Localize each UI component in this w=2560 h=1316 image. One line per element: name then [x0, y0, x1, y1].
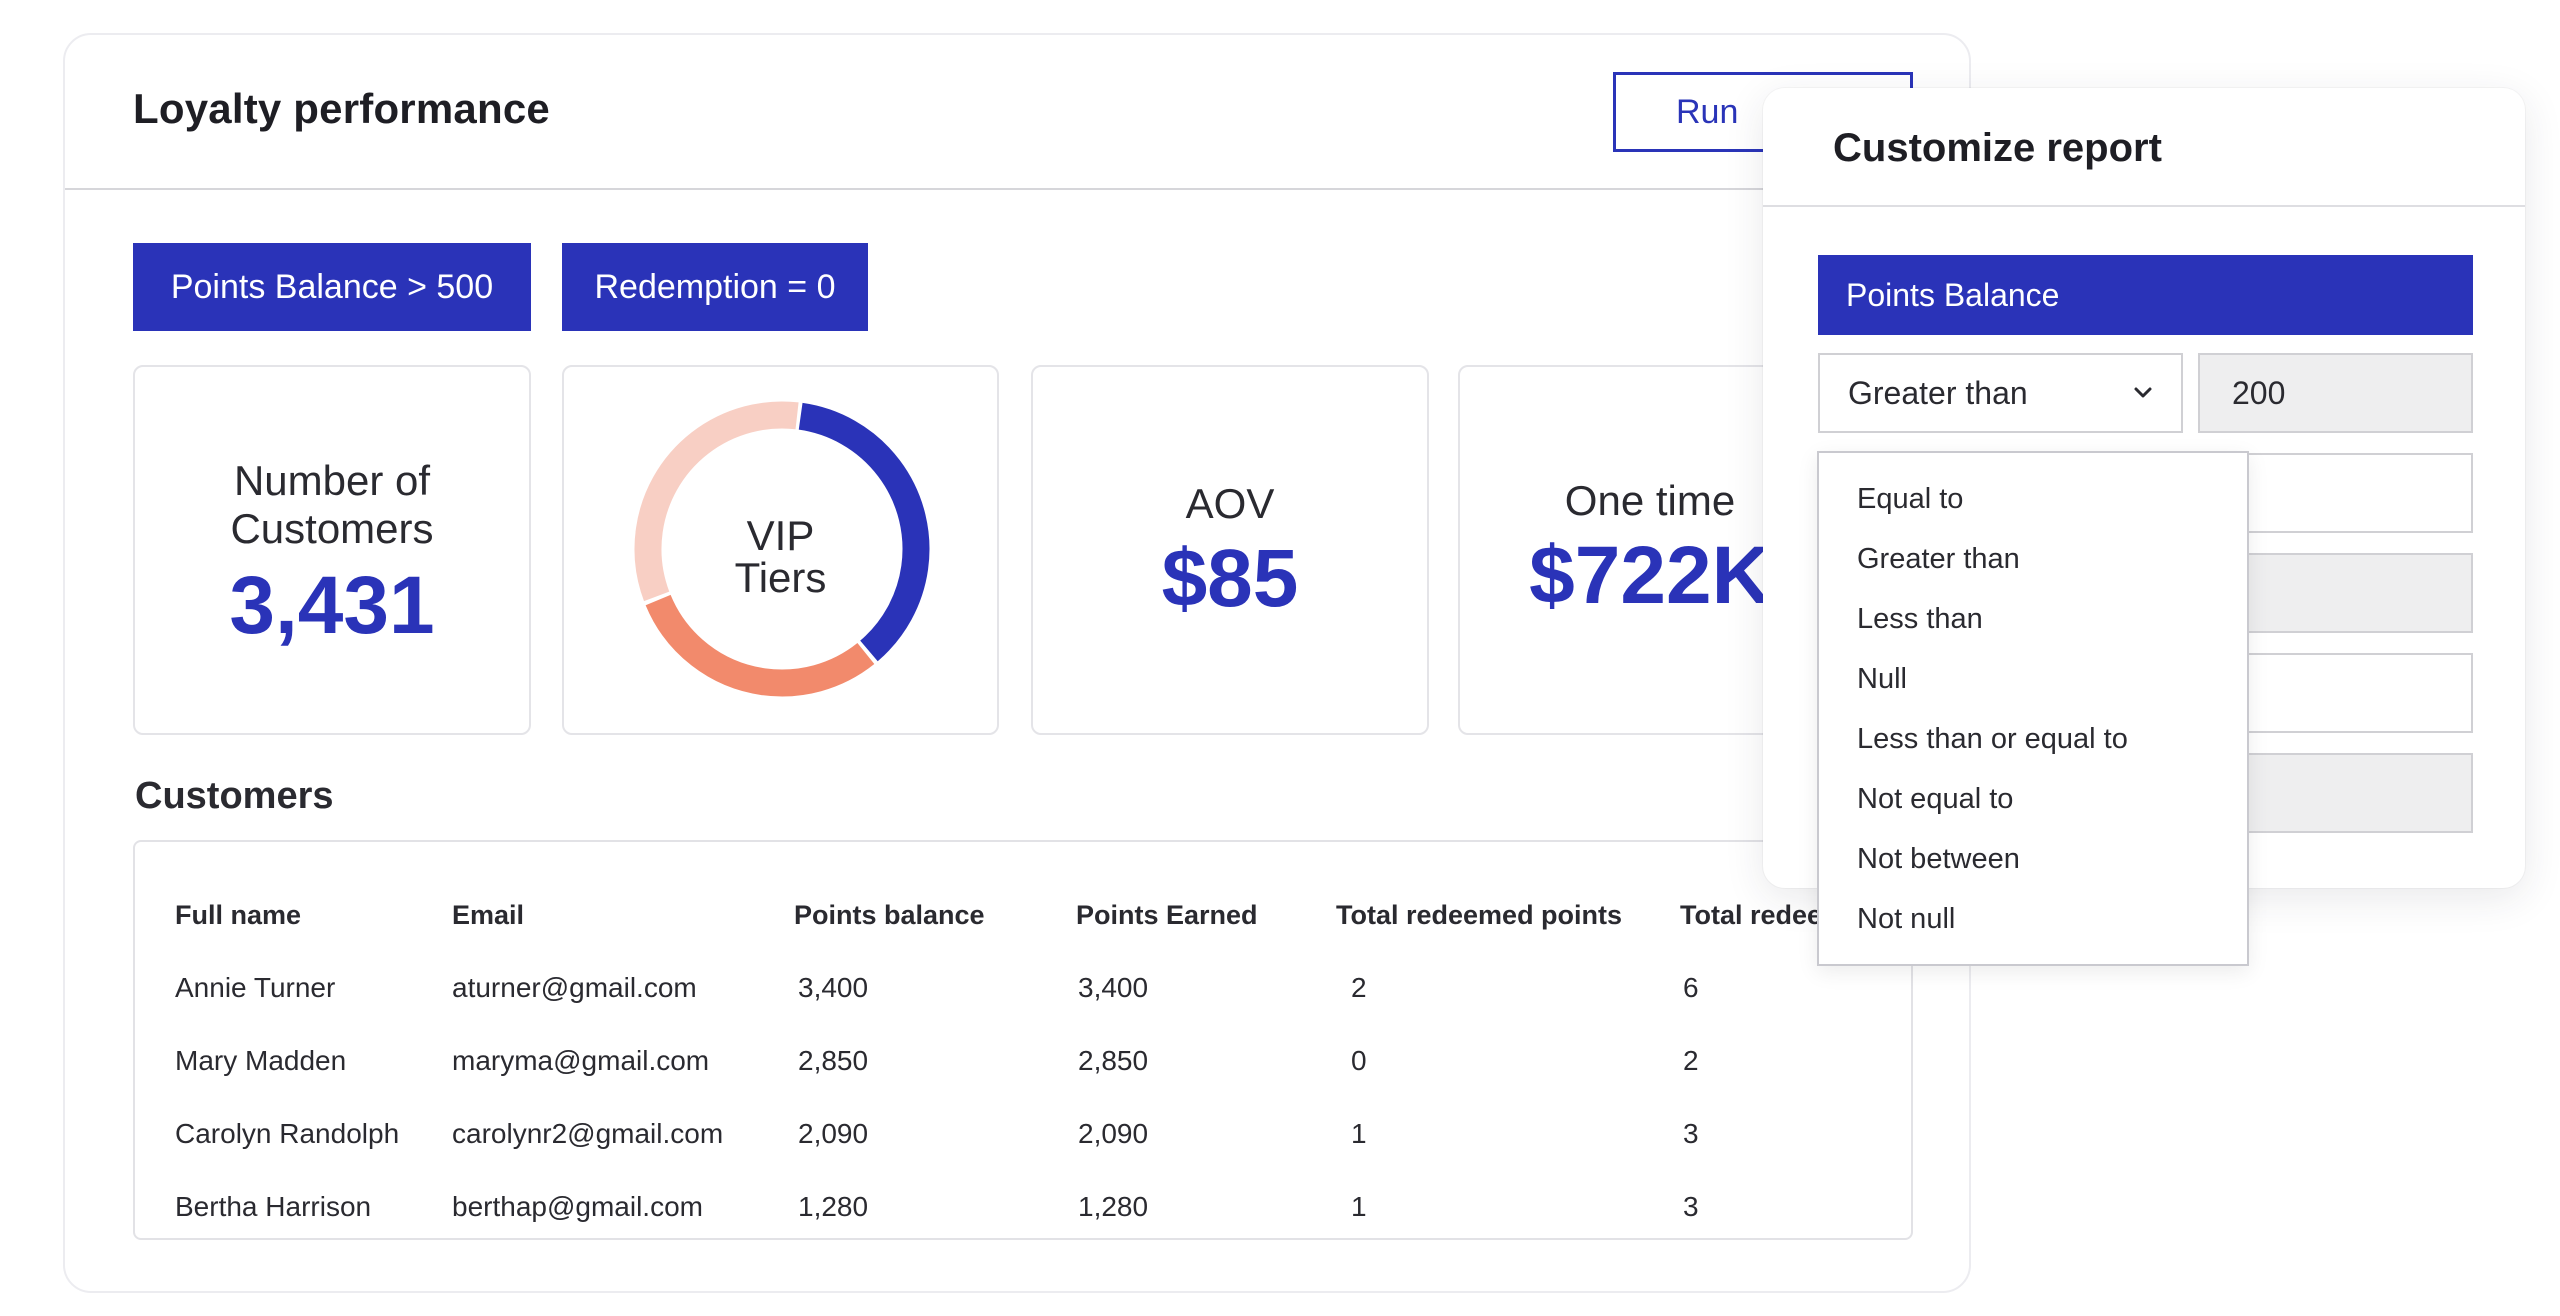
cell-email: berthap@gmail.com	[452, 1191, 703, 1222]
cell-points-balance: 1,280	[798, 1191, 869, 1222]
dropdown-option-greater-than[interactable]: Greater than	[1857, 543, 2020, 575]
dropdown-option-null[interactable]: Null	[1857, 663, 1907, 695]
cell-email: carolynr2@gmail.com	[452, 1118, 724, 1149]
report-header: Loyalty performance Run	[65, 35, 1969, 190]
chevron-down-icon	[2134, 387, 2152, 398]
report-card: Loyalty performance Run Points Balance >…	[63, 33, 1971, 1293]
customers-table: Full name Email Points balance Points Ea…	[133, 840, 1913, 1240]
vip-tiers-donut	[634, 401, 930, 697]
cell-total-redee: 3	[1683, 1191, 1699, 1222]
cell-points-earned: 1,280	[1078, 1191, 1149, 1222]
panel-title: Customize report	[1833, 126, 2162, 170]
cell-total-redeemed: 1	[1351, 1191, 1367, 1222]
stat-label-aov: AOV	[1185, 480, 1275, 527]
page-title: Loyalty performance	[133, 85, 550, 132]
cell-points-balance: 3,400	[798, 972, 869, 1003]
stat-card-aov: AOV $85	[1031, 365, 1429, 735]
cell-total-redeemed: 0	[1351, 1045, 1367, 1076]
column-header[interactable]: Points balance	[794, 900, 985, 930]
stat-card-vip-tiers: VIP Tiers	[562, 365, 999, 735]
cell-points-earned: 3,400	[1078, 972, 1149, 1003]
dropdown-option-equal-to[interactable]: Equal to	[1857, 483, 1964, 515]
panel-divider	[1763, 205, 2525, 207]
stat-card-customers: Number of Customers 3,431	[133, 365, 531, 735]
customers-section-title: Customers	[135, 775, 334, 817]
operator-dropdown-menu: Equal to Greater than Less than Null Les…	[1817, 451, 2249, 966]
column-header[interactable]: Email	[452, 900, 525, 930]
stat-value-customers: 3,431	[229, 560, 435, 651]
dropdown-option-not-null[interactable]: Not null	[1857, 903, 1956, 935]
stat-value-one-time: $722K	[1529, 530, 1771, 621]
dropdown-option-less-than-or-equal-to[interactable]: Less than or equal to	[1857, 723, 2128, 755]
dropdown-option-not-equal-to[interactable]: Not equal to	[1857, 783, 2014, 815]
cell-email: aturner@gmail.com	[452, 972, 697, 1003]
operator-select-value: Greater than	[1848, 374, 2028, 411]
donut-segment	[634, 401, 930, 697]
stat-label-one-time: One time	[1564, 477, 1736, 524]
column-header[interactable]: Total redeemed points	[1336, 900, 1623, 930]
donut-segment	[634, 401, 930, 697]
cell-full-name: Bertha Harrison	[175, 1191, 372, 1222]
cell-total-redeemed: 1	[1351, 1118, 1367, 1149]
cell-email: maryma@gmail.com	[452, 1045, 710, 1076]
operator-select[interactable]: Greater than	[1818, 353, 2183, 433]
column-header[interactable]: Points Earned	[1076, 900, 1258, 930]
stat-label-line1: Number of	[233, 457, 431, 504]
dropdown-option-less-than[interactable]: Less than	[1857, 603, 1983, 635]
cell-full-name: Annie Turner	[175, 972, 336, 1003]
column-header[interactable]: Total redee	[1680, 900, 1823, 930]
cell-points-balance: 2,090	[798, 1118, 869, 1149]
cell-full-name: Carolyn Randolph	[175, 1118, 400, 1149]
cell-points-earned: 2,090	[1078, 1118, 1149, 1149]
cell-points-balance: 2,850	[798, 1045, 869, 1076]
stat-label-line2: Customers	[230, 505, 434, 552]
filter-chip-points-balance[interactable]: Points Balance > 500	[133, 243, 531, 331]
cell-total-redee: 3	[1683, 1118, 1699, 1149]
column-header[interactable]: Full name	[175, 900, 302, 930]
cell-total-redee: 2	[1683, 1045, 1699, 1076]
dropdown-option-not-between[interactable]: Not between	[1857, 843, 2020, 875]
cell-full-name: Mary Madden	[175, 1045, 347, 1076]
filter-chip-redemption[interactable]: Redemption = 0	[562, 243, 868, 331]
donut-label-line2: Tiers	[734, 554, 827, 601]
value-input[interactable]: 200	[2198, 353, 2473, 433]
stat-value-aov: $85	[1161, 533, 1299, 624]
field-header-points-balance[interactable]: Points Balance	[1818, 255, 2473, 335]
cell-points-earned: 2,850	[1078, 1045, 1149, 1076]
donut-label-line1: VIP	[746, 512, 815, 559]
cell-total-redee: 6	[1683, 972, 1699, 1003]
cell-total-redeemed: 2	[1351, 972, 1367, 1003]
